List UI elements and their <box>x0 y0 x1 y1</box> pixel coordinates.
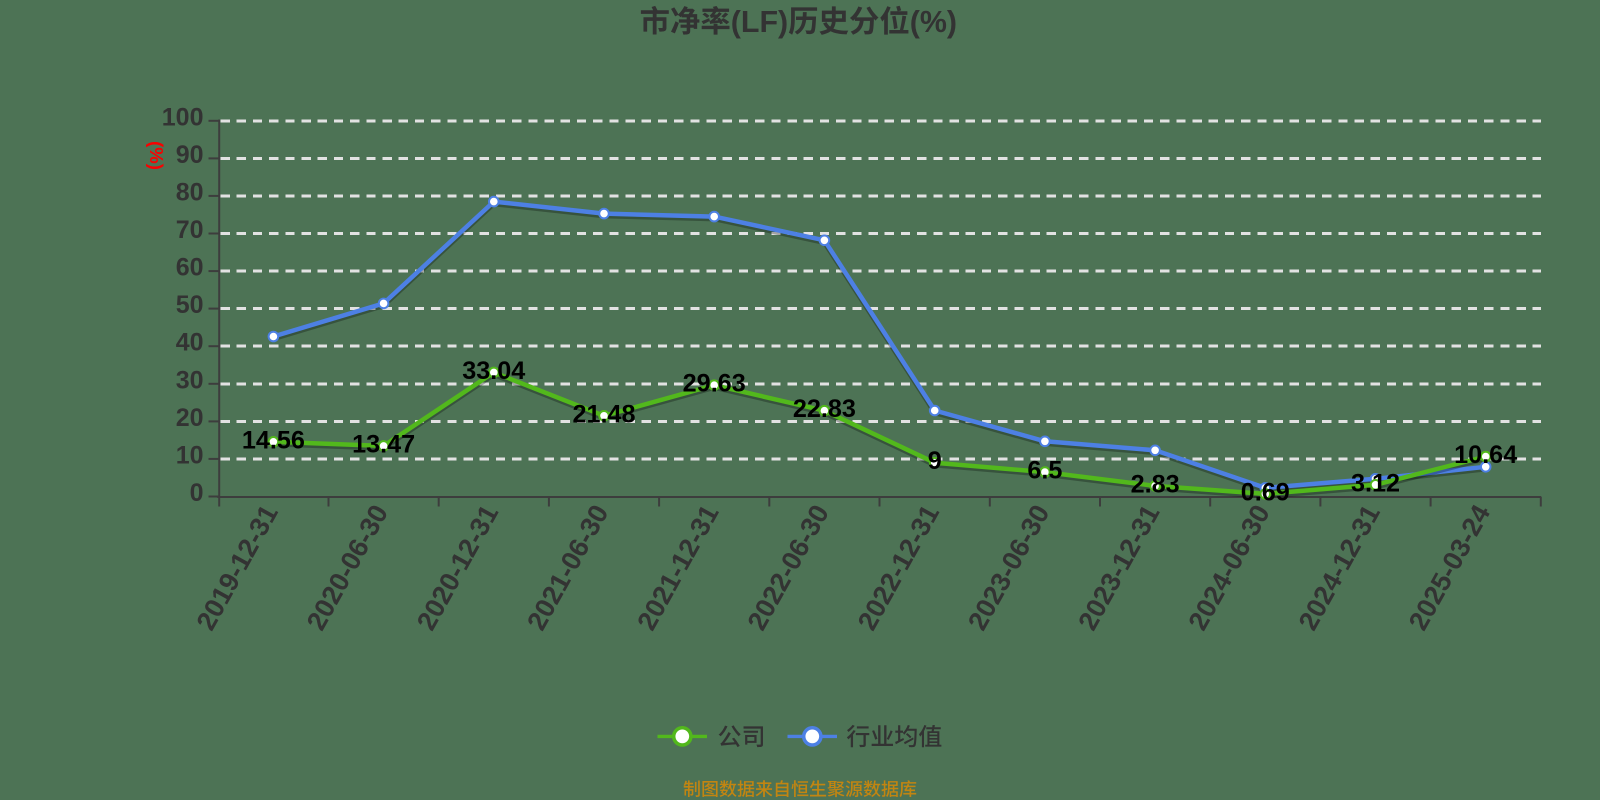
svg-text:21.48: 21.48 <box>572 400 635 428</box>
svg-text:9: 9 <box>928 447 942 475</box>
svg-text:(%): (%) <box>910 5 957 39</box>
svg-text:6.5: 6.5 <box>1027 457 1062 485</box>
svg-text:29.63: 29.63 <box>683 370 746 398</box>
svg-text:60: 60 <box>176 254 204 282</box>
svg-text:3.12: 3.12 <box>1351 469 1400 497</box>
svg-text:40: 40 <box>176 329 204 357</box>
svg-text:100: 100 <box>162 103 204 131</box>
svg-text:13.47: 13.47 <box>352 430 415 458</box>
svg-text:50: 50 <box>176 291 204 319</box>
svg-text:90: 90 <box>176 141 204 169</box>
svg-text:30: 30 <box>176 366 204 394</box>
svg-text:70: 70 <box>176 216 204 244</box>
svg-text:20: 20 <box>176 404 204 432</box>
svg-text:0.69: 0.69 <box>1241 478 1290 506</box>
svg-text:33.04: 33.04 <box>462 357 525 385</box>
svg-text:10.64: 10.64 <box>1454 441 1517 469</box>
svg-text:10: 10 <box>176 441 204 469</box>
svg-text:22.83: 22.83 <box>793 395 856 423</box>
svg-text:80: 80 <box>176 178 204 206</box>
svg-text:(LF): (LF) <box>731 5 788 39</box>
svg-text:2.83: 2.83 <box>1131 470 1180 498</box>
svg-text:14.56: 14.56 <box>242 426 305 454</box>
svg-text:0: 0 <box>190 479 204 507</box>
svg-text:(%): (%) <box>146 141 167 170</box>
